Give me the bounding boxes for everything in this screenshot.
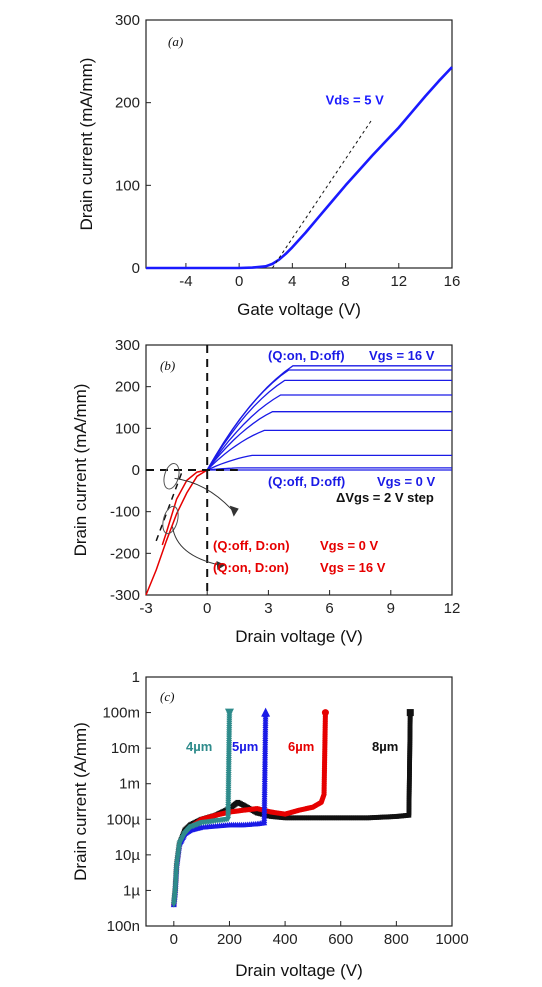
panel-b-diode-dashed-line <box>155 469 184 542</box>
panel-a-x-tick-label: 4 <box>288 273 296 290</box>
panel-b-x-tick-label: 3 <box>264 600 272 617</box>
panel-b-q-on-d-off-label: (Q:on, D:off) <box>268 348 345 363</box>
panel-b-arrow-to-off-on <box>174 477 235 513</box>
panel-b-y-tick-label: -200 <box>110 545 140 562</box>
panel-b-forward-curve <box>206 411 452 471</box>
panel-a-transfer-curve <box>146 66 453 270</box>
panel-b-step-label: ΔVgs = 2 V step <box>336 490 434 505</box>
panel-c-breakdown-marker <box>321 709 329 717</box>
panel-a-y-tick-label: 0 <box>132 260 140 277</box>
panel-a-plot-frame <box>145 19 453 269</box>
panel-b-reverse-curve <box>161 469 208 546</box>
panel-a-y-tick-label: 300 <box>115 12 140 29</box>
panel-b-x-tick-label: 6 <box>325 600 333 617</box>
panel-b-x-axis-title: Drain voltage (V) <box>235 627 363 646</box>
panel-c-series-label-8µm: 8µm <box>372 739 398 754</box>
panel-b-y-tick-label: 0 <box>132 462 140 479</box>
panel-a-vds-annotation: Vds = 5 V <box>326 92 384 107</box>
panel-a-panel-label: (a) <box>168 34 183 49</box>
panel-b-vgs-0-red-label: Vgs = 0 V <box>320 538 378 553</box>
panel-b-y-tick-label: -100 <box>110 504 140 521</box>
panel-c-series-label-4µm: 4µm <box>186 739 212 754</box>
panel-c-x-axis-title: Drain voltage (V) <box>235 961 363 980</box>
panel-c-y-tick-label: 10µ <box>115 847 141 864</box>
panel-a-x-axis-title: Gate voltage (V) <box>237 300 361 319</box>
panel-c-breakdown-marker <box>224 708 234 718</box>
panel-b-panel-label: (b) <box>160 358 175 373</box>
panel-b-vgs-16-red-label: Vgs = 16 V <box>320 560 386 575</box>
panel-c-panel-label: (c) <box>160 689 174 704</box>
panel-a-x-tick-label: 16 <box>444 273 461 290</box>
panel-a-y-tick-label: 100 <box>115 177 140 194</box>
panel-c-x-tick-label: 200 <box>217 931 242 948</box>
panel-b-x-tick-label: 9 <box>387 600 395 617</box>
panel-b-on-on-region-ellipse <box>162 505 179 535</box>
panel-b-x-tick-label: 12 <box>444 600 461 617</box>
panel-c-series-label-6µm: 6µm <box>288 739 314 754</box>
panel-a-y-tick-label: 200 <box>115 95 140 112</box>
panel-c-x-tick-label: 600 <box>328 931 353 948</box>
panel-c-y-tick-label: 1µ <box>123 882 140 899</box>
panel-b-forward-curve <box>206 365 452 471</box>
panel-c-x-tick-label: 0 <box>170 931 178 948</box>
panel-a-iv-transfer-chart: -4 0 4 8 12 16 0 100 200 300 Gate voltage (V) Drain… <box>77 12 460 319</box>
panel-b-forward-curve <box>206 454 452 471</box>
panel-c-series-label-5µm: 5µm <box>232 739 258 754</box>
panel-c-y-tick-label: 100m <box>102 705 140 722</box>
panel-b-y-tick-label: 300 <box>115 337 140 354</box>
panel-b-vgs-0-blue-label: Vgs = 0 V <box>377 474 435 489</box>
panel-c-plot-frame <box>145 676 453 927</box>
panel-c-y-tick-label: 100µ <box>106 811 140 828</box>
panel-b-q-off-d-on-label: (Q:off, D:on) <box>213 538 290 553</box>
panel-c-x-tick-label: 1000 <box>435 931 468 948</box>
panel-b-reverse-curve <box>145 469 208 596</box>
panel-c-x-tick-label: 800 <box>384 931 409 948</box>
panel-a-x-tick-label: 0 <box>235 273 243 290</box>
panel-b-off-on-region-ellipse <box>163 463 180 490</box>
panel-b-x-tick-label: -3 <box>139 600 152 617</box>
panel-c-breakdown-chart: 0 200 400 600 800 1000 100n 1µ 10µ 100µ 1m 10m 100m 1… <box>71 669 469 980</box>
panel-b-q-on-d-on-label: (Q:on, D:on) <box>213 560 289 575</box>
panel-c-y-axis-title: Drain current (A/mm) <box>71 722 90 881</box>
panel-b-q-off-d-off-label: (Q:off, D:off) <box>268 474 345 489</box>
panel-b-x-tick-label: 0 <box>203 600 211 617</box>
panel-b-y-tick-label: 200 <box>115 379 140 396</box>
panel-c-y-tick-label: 1 <box>132 669 140 686</box>
panel-b-arrow-to-on-on <box>172 526 220 566</box>
panel-b-forward-curve <box>206 429 452 471</box>
panel-b-y-tick-label: -300 <box>110 587 140 604</box>
panel-b-arrow-head-icon <box>216 561 226 570</box>
panel-c-y-tick-label: 10m <box>111 740 140 757</box>
panel-b-forward-curve <box>206 394 452 471</box>
panel-a-linear-fit-line <box>271 118 373 269</box>
panel-b-y-tick-label: 100 <box>115 420 140 437</box>
panel-b-y-axis-title: Drain current (mA/mm) <box>71 384 90 557</box>
panel-b-vgs-16-blue-label: Vgs = 16 V <box>369 348 435 363</box>
panel-b-arrow-head-icon <box>229 505 239 517</box>
panel-a-x-tick-label: 8 <box>341 273 349 290</box>
panel-c-breakdown-marker <box>261 707 271 717</box>
panel-c-x-tick-label: 400 <box>273 931 298 948</box>
panel-a-x-tick-label: 12 <box>390 273 407 290</box>
panel-c-y-tick-label: 1m <box>119 776 140 793</box>
panel-c-breakdown-marker <box>406 709 414 717</box>
panel-b-output-characteristics-chart: -3 0 3 6 9 12 -300 -200 -100 0 100 200 300 Drain volt… <box>71 337 460 646</box>
panel-a-x-tick-label: -4 <box>179 273 192 290</box>
panel-b-forward-curve <box>207 467 452 471</box>
panel-a-y-axis-title: Drain current (mA/mm) <box>77 58 96 231</box>
panel-c-y-tick-label: 100n <box>107 918 140 935</box>
